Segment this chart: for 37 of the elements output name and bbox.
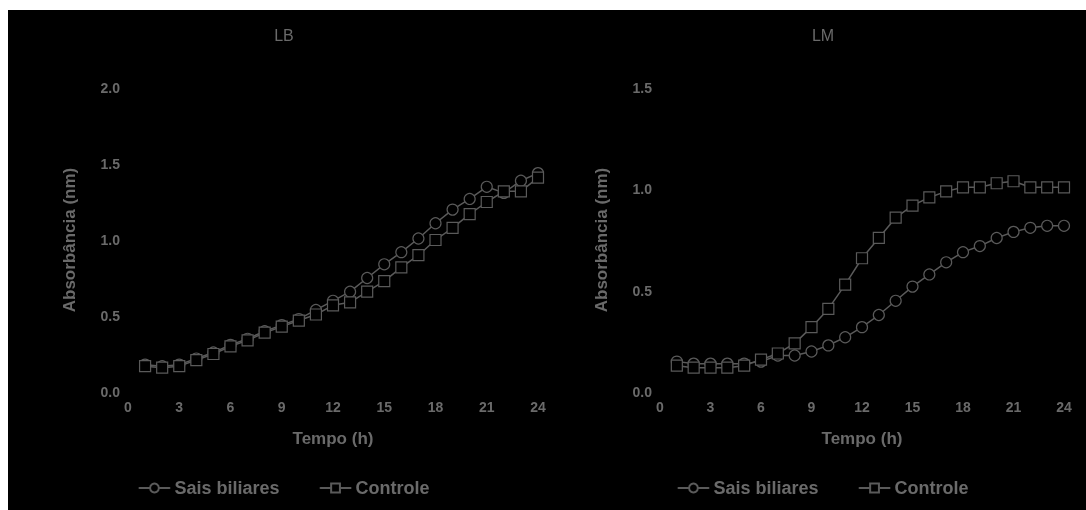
- x-tick-label: 18: [427, 399, 444, 415]
- legend-label: Controle: [355, 478, 430, 498]
- x-tick-label: 24: [1056, 399, 1072, 415]
- x-tick-label: 0: [656, 399, 665, 415]
- x-tick-label: 12: [854, 399, 870, 415]
- y-tick-label: 0.5: [100, 308, 121, 324]
- y-tick-label: 2.0: [100, 80, 121, 96]
- y-tick-label: 1.0: [632, 181, 653, 198]
- y-tick-label: 0.5: [632, 282, 653, 299]
- y-axis-title: Absorbância (nm): [60, 167, 79, 313]
- legend-label: Controle: [894, 478, 969, 498]
- x-tick-label: 15: [904, 399, 921, 415]
- x-tick-label: 21: [478, 399, 495, 415]
- x-tick-label: 12: [325, 399, 341, 415]
- chart-title: LM: [811, 26, 835, 44]
- y-tick-label: 1.5: [632, 80, 653, 96]
- x-tick-label: 15: [376, 399, 393, 415]
- chart-title: LB: [274, 26, 294, 44]
- legend-label: Sais biliares: [713, 478, 819, 498]
- y-axis-title: Absorbância (nm): [592, 167, 611, 313]
- y-tick-label: 0.0: [632, 384, 653, 400]
- x-tick-label: 3: [175, 399, 184, 415]
- x-axis-title: Tempo (h): [292, 429, 374, 448]
- x-tick-label: 21: [1005, 399, 1022, 415]
- x-tick-label: 0: [124, 399, 133, 415]
- x-tick-label: 18: [955, 399, 971, 415]
- x-tick-label: 6: [757, 399, 766, 415]
- x-axis-title: Tempo (h): [821, 429, 903, 448]
- x-tick-label: 9: [277, 399, 286, 415]
- x-tick-label: 3: [706, 399, 715, 415]
- y-tick-label: 1.0: [100, 232, 121, 248]
- x-tick-label: 6: [226, 399, 235, 415]
- y-tick-label: 0.0: [100, 384, 121, 400]
- y-tick-label: 1.5: [100, 156, 121, 172]
- legend-label: Sais biliares: [174, 478, 280, 498]
- x-tick-label: 24: [530, 399, 546, 415]
- x-tick-label: 9: [807, 399, 816, 415]
